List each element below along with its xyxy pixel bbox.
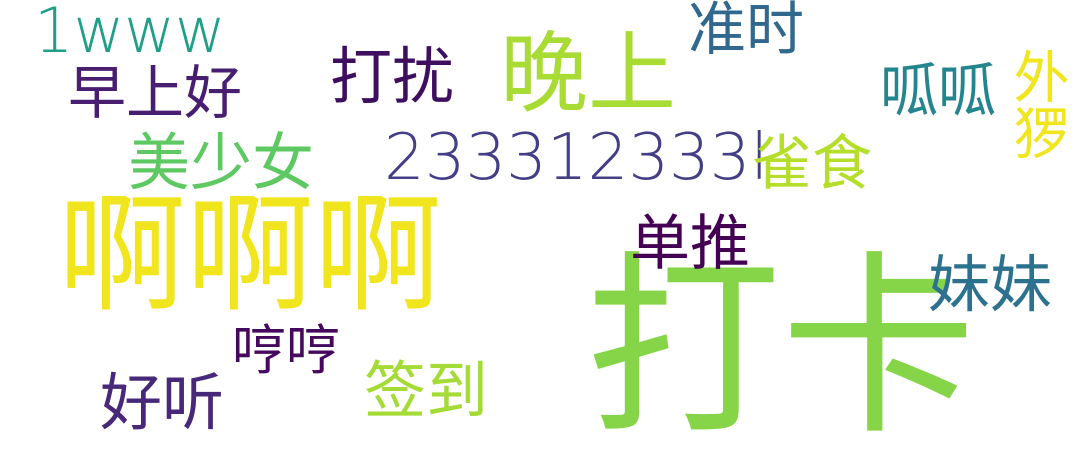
word-haoting: 好听	[100, 366, 225, 439]
word-darao: 打扰	[330, 40, 455, 113]
word-meishaonv: 美少女	[128, 126, 315, 199]
word-daka: 打卡	[586, 234, 976, 461]
word-number: 233312333l	[384, 121, 769, 195]
word-zaoshanghao: 早上好	[68, 59, 243, 127]
word-wailuo: 外猡	[1004, 48, 1069, 160]
word-zhunshi: 准时	[688, 0, 805, 63]
word-meimei: 妹妹	[928, 248, 1053, 321]
word-aaa: 啊啊啊	[58, 181, 443, 330]
word-dantui: 单推	[630, 209, 750, 279]
word-1www: 1www	[34, 0, 226, 67]
word-queshi: 雀食	[752, 129, 872, 199]
word-wanshang: 晚上	[500, 22, 677, 125]
word-qiandao: 签到	[364, 354, 489, 427]
word-guagua: 呱呱	[880, 57, 997, 125]
word-hengheng: 哼哼	[232, 319, 340, 382]
